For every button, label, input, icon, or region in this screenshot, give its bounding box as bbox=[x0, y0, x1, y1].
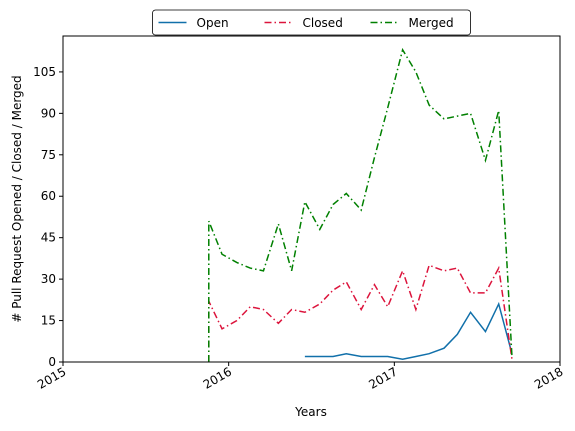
legend-label: Merged bbox=[409, 16, 454, 30]
line-series bbox=[208, 47, 513, 362]
line-series bbox=[304, 301, 513, 361]
y-tick-label: 105 bbox=[33, 65, 56, 79]
y-tick-label: 0 bbox=[48, 355, 56, 369]
x-tick-label: 2017 bbox=[366, 364, 399, 391]
y-tick-label: 60 bbox=[41, 189, 56, 203]
y-tick-label: 75 bbox=[41, 148, 56, 162]
x-axis-label: Years bbox=[294, 405, 327, 419]
line-series bbox=[208, 264, 513, 362]
y-tick-label: 30 bbox=[41, 272, 56, 286]
y-tick-label: 90 bbox=[41, 106, 56, 120]
y-tick-label: 45 bbox=[41, 231, 56, 245]
legend: Open Closed Merged bbox=[152, 9, 471, 36]
y-tick-label: 15 bbox=[41, 314, 56, 328]
x-tick-label: 2016 bbox=[201, 364, 234, 391]
legend-frame bbox=[152, 9, 471, 36]
legend-label: Open bbox=[197, 16, 229, 30]
legend-label: Closed bbox=[303, 16, 343, 30]
y-axis-label: # Pull Request Opened / Closed / Merged bbox=[10, 75, 24, 322]
x-tick-label: 2018 bbox=[532, 364, 565, 391]
plot-frame bbox=[62, 35, 561, 363]
